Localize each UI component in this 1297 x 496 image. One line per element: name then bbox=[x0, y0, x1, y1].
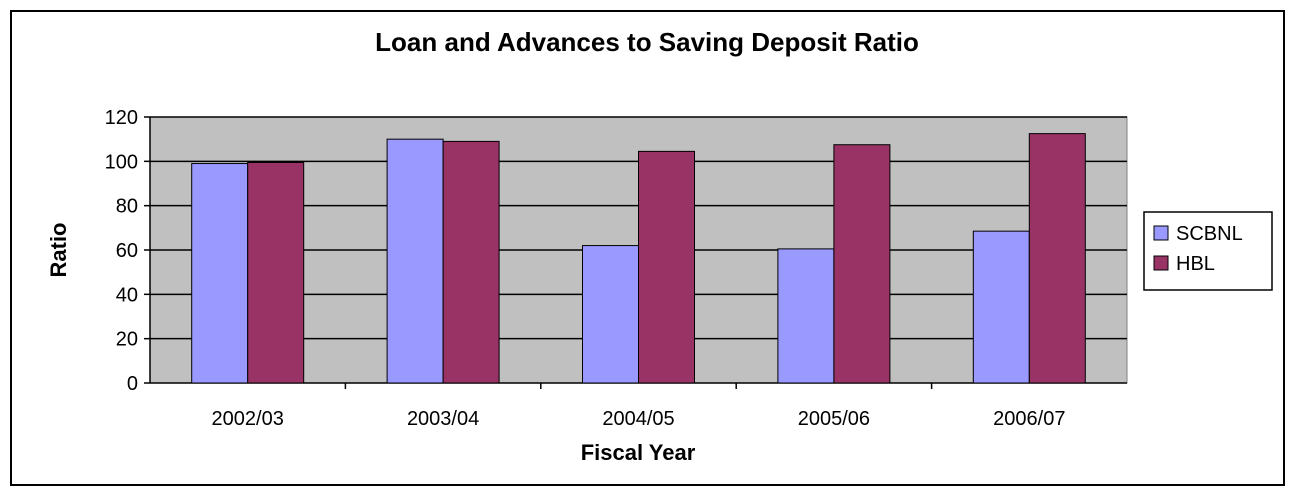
y-tick-label: 60 bbox=[116, 240, 138, 262]
bar-scbnl-2002-03 bbox=[191, 163, 249, 384]
y-tick-label: 120 bbox=[105, 107, 138, 129]
x-tick-label: 2002/03 bbox=[212, 408, 284, 430]
legend-label-hbl: HBL bbox=[1176, 253, 1215, 275]
y-axis-label: Ratio bbox=[46, 223, 71, 278]
y-tick-label: 80 bbox=[116, 196, 138, 218]
x-axis-label: Fiscal Year bbox=[581, 440, 696, 465]
bar-hbl-2002-03 bbox=[247, 161, 305, 384]
bar-hbl-2006-07 bbox=[1028, 133, 1086, 384]
y-tick-label: 20 bbox=[116, 329, 138, 351]
bar-hbl-2004-05 bbox=[638, 150, 695, 384]
legend-box bbox=[1143, 211, 1273, 291]
y-tick-label: 0 bbox=[127, 373, 138, 395]
legend-swatch-scbnl bbox=[1153, 225, 1169, 241]
legend-label-scbnl: SCBNL bbox=[1176, 223, 1243, 245]
x-tick-label: 2006/07 bbox=[993, 408, 1065, 430]
bar-scbnl-2006-07 bbox=[972, 230, 1030, 384]
bar-hbl-2003-04 bbox=[442, 140, 500, 384]
y-tick-label: 100 bbox=[105, 151, 138, 173]
y-tick-label: 40 bbox=[116, 284, 138, 306]
x-tick-label: 2004/05 bbox=[602, 408, 674, 430]
x-tick-label: 2003/04 bbox=[407, 408, 479, 430]
x-tick-label: 2005/06 bbox=[798, 408, 870, 430]
plot-area: 0 20 40 60 80 100 120 2002/03 2003/04 2004/05 2005… bbox=[105, 107, 1128, 430]
legend-swatch-hbl bbox=[1153, 255, 1169, 271]
bar-scbnl-2003-04 bbox=[386, 138, 444, 384]
legend: SCBNL HBL bbox=[1143, 211, 1273, 291]
bar-hbl-2005-06 bbox=[833, 144, 891, 384]
bar-scbnl-2004-05 bbox=[582, 245, 639, 384]
chart-title: Loan and Advances to Saving Deposit Rati… bbox=[375, 27, 919, 57]
bar-scbnl-2005-06 bbox=[777, 248, 835, 384]
